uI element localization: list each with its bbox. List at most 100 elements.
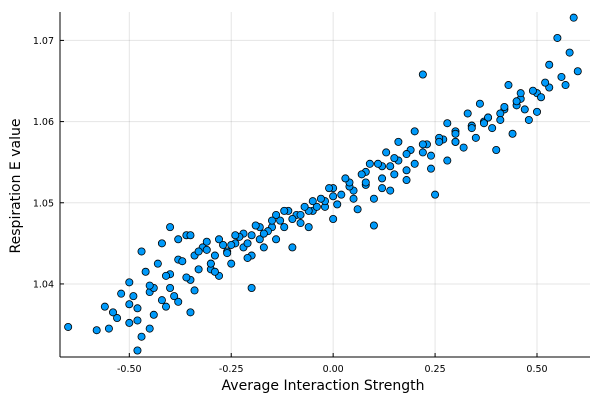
data-point bbox=[496, 115, 505, 124]
data-point bbox=[512, 97, 521, 106]
data-point bbox=[145, 281, 154, 290]
data-point bbox=[545, 60, 554, 69]
data-point bbox=[296, 210, 305, 219]
data-point bbox=[475, 99, 484, 108]
data-point bbox=[157, 239, 166, 248]
axes bbox=[59, 12, 590, 358]
data-point bbox=[451, 137, 460, 146]
data-point bbox=[174, 235, 183, 244]
data-point bbox=[378, 184, 387, 193]
data-point bbox=[251, 221, 260, 230]
data-point bbox=[304, 223, 313, 232]
data-point bbox=[259, 243, 268, 252]
y-axis-label: Respiration E value bbox=[8, 119, 24, 254]
data-point bbox=[435, 137, 444, 146]
data-point bbox=[569, 13, 578, 22]
data-point bbox=[402, 176, 411, 185]
data-point bbox=[316, 194, 325, 203]
data-point bbox=[520, 105, 529, 114]
data-point bbox=[418, 140, 427, 149]
data-point bbox=[390, 154, 399, 163]
y-tick-label: 1.05 bbox=[33, 198, 54, 209]
data-point bbox=[202, 245, 211, 254]
data-point bbox=[214, 235, 223, 244]
data-point bbox=[557, 72, 566, 81]
data-point bbox=[153, 259, 162, 268]
data-point bbox=[137, 332, 146, 341]
data-point bbox=[125, 318, 134, 327]
data-point bbox=[369, 221, 378, 230]
data-point bbox=[280, 223, 289, 232]
data-point bbox=[272, 210, 281, 219]
data-point bbox=[243, 253, 252, 262]
data-point bbox=[553, 33, 562, 42]
data-point bbox=[361, 178, 370, 187]
data-point bbox=[210, 267, 219, 276]
data-point bbox=[308, 197, 317, 206]
y-tick-label: 1.07 bbox=[33, 36, 54, 47]
data-point bbox=[508, 129, 517, 138]
data-point bbox=[451, 129, 460, 138]
data-point bbox=[341, 174, 350, 183]
data-point bbox=[471, 133, 480, 142]
data-point bbox=[231, 231, 240, 240]
data-point bbox=[431, 190, 440, 199]
data-point bbox=[426, 151, 435, 160]
data-point bbox=[467, 124, 476, 133]
data-point bbox=[170, 292, 179, 301]
data-point bbox=[109, 308, 118, 317]
data-point bbox=[565, 48, 574, 57]
data-point bbox=[190, 286, 199, 295]
data-point bbox=[418, 148, 427, 157]
data-point bbox=[500, 102, 509, 111]
data-point bbox=[426, 164, 435, 173]
data-point bbox=[418, 70, 427, 79]
data-point bbox=[276, 216, 285, 225]
data-point bbox=[369, 194, 378, 203]
data-point bbox=[133, 316, 142, 325]
data-point bbox=[443, 156, 452, 165]
data-point bbox=[329, 192, 338, 201]
data-point bbox=[504, 81, 513, 90]
data-point bbox=[113, 314, 122, 323]
data-point bbox=[272, 235, 281, 244]
data-point bbox=[186, 308, 195, 317]
data-point bbox=[288, 243, 297, 252]
data-point bbox=[349, 194, 358, 203]
data-point bbox=[247, 231, 256, 240]
data-point bbox=[337, 190, 346, 199]
data-point bbox=[166, 283, 175, 292]
data-point bbox=[402, 166, 411, 175]
data-point bbox=[463, 109, 472, 118]
data-point bbox=[537, 93, 546, 102]
data-point bbox=[561, 81, 570, 90]
x-tick-label: 0.00 bbox=[323, 364, 344, 375]
data-point bbox=[373, 159, 382, 168]
x-tick-labels: -0.50 -0.25 0.00 0.25 0.50 bbox=[117, 364, 548, 375]
data-point bbox=[484, 113, 493, 122]
data-point bbox=[267, 216, 276, 225]
data-point bbox=[206, 259, 215, 268]
data-point bbox=[541, 78, 550, 87]
data-point bbox=[247, 283, 256, 292]
y-tick-labels: 1.04 1.05 1.06 1.07 bbox=[33, 36, 54, 291]
data-point bbox=[104, 324, 113, 333]
data-point bbox=[394, 137, 403, 146]
data-point bbox=[325, 184, 334, 193]
data-point bbox=[353, 205, 362, 214]
data-point bbox=[194, 265, 203, 274]
data-point bbox=[243, 239, 252, 248]
data-point bbox=[227, 259, 236, 268]
data-point bbox=[528, 86, 537, 95]
data-point bbox=[479, 119, 488, 128]
data-point bbox=[92, 326, 101, 335]
data-point bbox=[255, 235, 264, 244]
data-point bbox=[166, 223, 175, 232]
x-tick-label: 0.50 bbox=[526, 364, 547, 375]
data-point bbox=[161, 271, 170, 280]
data-point bbox=[133, 346, 142, 355]
x-tick-label: -0.50 bbox=[117, 364, 142, 375]
data-point bbox=[161, 302, 170, 311]
data-point bbox=[329, 214, 338, 223]
